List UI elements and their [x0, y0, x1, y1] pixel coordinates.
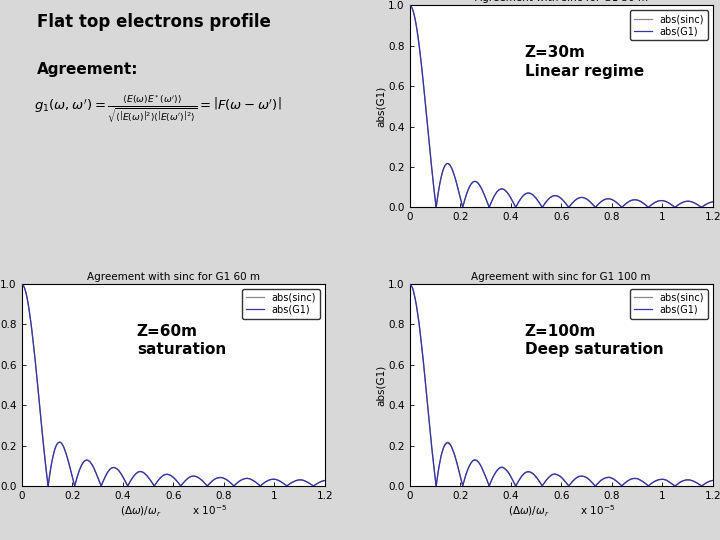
abs(sinc)	[147, 478, 156, 484]
abs(sinc)	[282, 482, 290, 489]
abs(G1)	[522, 191, 531, 197]
Text: Z=100m
Deep saturation: Z=100m Deep saturation	[525, 324, 664, 357]
abs(G1)	[282, 482, 291, 489]
abs(sinc)	[440, 443, 449, 449]
abs(G1)	[535, 478, 544, 484]
abs(sinc)	[708, 199, 717, 205]
abs(sinc)	[535, 478, 544, 484]
abs(sinc)	[17, 281, 26, 287]
abs(sinc)	[133, 469, 142, 476]
Legend: abs(sinc), abs(G1): abs(sinc), abs(G1)	[631, 10, 708, 40]
abs(G1)	[703, 479, 711, 485]
Line: abs(sinc): abs(sinc)	[22, 284, 325, 486]
Title: Agreement with sinc for G1 100 m: Agreement with sinc for G1 100 m	[472, 272, 651, 282]
abs(sinc)	[521, 191, 530, 197]
abs(G1)	[703, 200, 711, 207]
abs(G1)	[708, 477, 717, 484]
abs(G1)	[591, 483, 600, 489]
abs(sinc)	[708, 477, 717, 484]
abs(sinc)	[440, 164, 449, 171]
abs(G1)	[458, 202, 467, 209]
X-axis label: ($\Delta\omega$)/$\omega_r$          x 10$^{-5}$: ($\Delta\omega$)/$\omega_r$ x 10$^{-5}$	[508, 504, 615, 519]
abs(G1)	[70, 481, 78, 488]
Y-axis label: abs(G1): abs(G1)	[376, 86, 385, 127]
abs(G1)	[405, 2, 414, 9]
abs(sinc)	[458, 481, 467, 488]
abs(G1)	[52, 442, 60, 449]
abs(G1)	[535, 199, 544, 206]
Y-axis label: abs(G1): abs(G1)	[376, 364, 385, 406]
abs(G1)	[440, 164, 449, 170]
abs(sinc)	[703, 201, 711, 207]
abs(G1)	[96, 483, 105, 489]
Line: abs(G1): abs(G1)	[410, 5, 713, 207]
abs(sinc)	[52, 443, 60, 449]
abs(sinc)	[320, 477, 329, 484]
abs(G1)	[405, 281, 414, 288]
abs(G1)	[315, 480, 323, 486]
abs(G1)	[458, 481, 467, 488]
Text: Z=30m
Linear regime: Z=30m Linear regime	[525, 45, 644, 79]
abs(G1)	[708, 199, 717, 205]
abs(G1)	[522, 469, 531, 476]
abs(G1)	[670, 204, 679, 211]
Line: abs(sinc): abs(sinc)	[410, 284, 713, 486]
Text: Flat top electrons profile: Flat top electrons profile	[37, 14, 271, 31]
Text: Z=60m
saturation: Z=60m saturation	[137, 324, 226, 357]
abs(sinc)	[670, 204, 679, 211]
Text: $g_1(\omega,\omega') = \frac{\langle E(\omega)E^*(\omega')\rangle}{\sqrt{\langle: $g_1(\omega,\omega') = \frac{\langle E(\…	[34, 94, 282, 125]
abs(sinc)	[703, 480, 711, 486]
Text: Agreement:: Agreement:	[37, 62, 138, 77]
Legend: abs(sinc), abs(G1): abs(sinc), abs(G1)	[243, 289, 320, 319]
Line: abs(G1): abs(G1)	[410, 284, 713, 486]
abs(sinc)	[521, 469, 530, 476]
abs(sinc)	[405, 2, 414, 9]
abs(sinc)	[70, 481, 78, 488]
abs(sinc)	[405, 281, 414, 287]
abs(G1)	[134, 469, 143, 475]
abs(G1)	[17, 281, 26, 287]
X-axis label: ($\Delta\omega$)/$\omega_r$          x 10$^{-5}$: ($\Delta\omega$)/$\omega_r$ x 10$^{-5}$	[120, 504, 227, 519]
abs(sinc)	[282, 483, 291, 489]
abs(sinc)	[315, 480, 323, 486]
Line: abs(sinc): abs(sinc)	[410, 5, 713, 207]
abs(G1)	[405, 281, 414, 287]
abs(G1)	[440, 443, 449, 449]
Title: Agreement with sinc for G1 30 m: Agreement with sinc for G1 30 m	[474, 0, 648, 3]
abs(G1)	[147, 478, 156, 484]
abs(G1)	[405, 2, 414, 9]
abs(G1)	[670, 204, 679, 210]
abs(sinc)	[458, 202, 467, 208]
abs(sinc)	[670, 483, 679, 489]
abs(sinc)	[670, 204, 678, 210]
Legend: abs(sinc), abs(G1): abs(sinc), abs(G1)	[631, 289, 708, 319]
Line: abs(G1): abs(G1)	[22, 284, 325, 486]
abs(sinc)	[670, 482, 678, 489]
abs(G1)	[320, 477, 329, 484]
abs(G1)	[670, 482, 679, 489]
Title: Agreement with sinc for G1 60 m: Agreement with sinc for G1 60 m	[86, 272, 260, 282]
abs(sinc)	[535, 199, 544, 206]
